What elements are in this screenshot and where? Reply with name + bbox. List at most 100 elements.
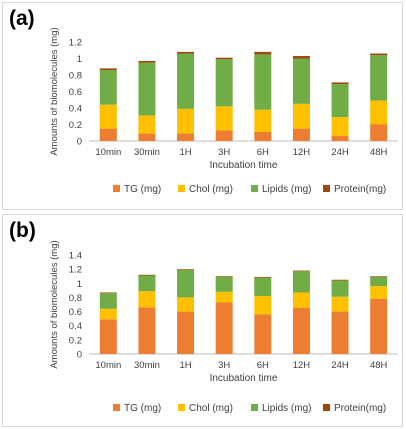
- bar-segment: [292, 128, 310, 141]
- x-tick-label: 48H: [370, 147, 388, 158]
- y-axis-title: Amounts of biomolecules (mg): [49, 240, 60, 368]
- bar-segment: [177, 311, 195, 354]
- bar-segment: [99, 319, 117, 354]
- bar-segment: [292, 292, 310, 309]
- bar-segment: [331, 311, 349, 354]
- bar-segment: [177, 53, 195, 109]
- bar-segment: [177, 108, 195, 134]
- bar-segment: [370, 298, 388, 354]
- bar-segment: [138, 274, 156, 276]
- x-tick-label: 6H: [257, 147, 269, 158]
- bar-segment: [99, 104, 117, 129]
- legend-swatch: [178, 404, 185, 411]
- bar-segment: [215, 106, 233, 131]
- bar-segment: [370, 124, 388, 141]
- bar-segment: [177, 51, 195, 54]
- bar-segment: [215, 276, 233, 277]
- bar-segment: [331, 280, 349, 297]
- legend-swatch: [113, 185, 120, 192]
- y-tick-label: 0.2: [69, 335, 82, 346]
- bar-segment: [331, 84, 349, 118]
- bar-segment: [215, 59, 233, 107]
- legend-label: Chol (mg): [189, 403, 233, 414]
- stacked-bar-chart-a: 0 0.2 0.4 0.6 0.8 1 1.2 10min 30min 1H 3H 6H 12H 24H 4…: [49, 27, 398, 195]
- bar-segment: [331, 296, 349, 312]
- chart-panel-b: (b) 0 0.2 0.4 0.6 0.8 1 1.2 1.4 10min 30min 1H 3H 6H…: [2, 214, 403, 427]
- bar-segment: [215, 302, 233, 354]
- y-tick-label: 0.4: [69, 321, 82, 332]
- panel-label-b: (b): [9, 219, 36, 242]
- y-tick-label: 0.6: [69, 307, 82, 318]
- bar-segment: [331, 82, 349, 85]
- x-axis-title: Incubation time: [210, 160, 278, 171]
- legend-swatch: [178, 185, 185, 192]
- bar-segment: [254, 296, 272, 315]
- x-axis-title: Incubation time: [210, 373, 278, 384]
- bar-segment: [177, 269, 195, 298]
- legend-label: Protein(mg): [334, 184, 386, 195]
- bar-segment: [370, 53, 388, 56]
- bar-segment: [138, 60, 156, 63]
- x-tick-label: 10min: [95, 360, 121, 371]
- bar-segment: [331, 117, 349, 137]
- bar-segment: [292, 308, 310, 354]
- bar-segment: [292, 103, 310, 129]
- legend-label: TG (mg): [124, 403, 161, 414]
- y-tick-label: 0: [77, 137, 82, 148]
- x-tick-label: 1H: [179, 360, 191, 371]
- y-tick-label: 0.8: [69, 71, 82, 82]
- bar-segment: [254, 109, 272, 132]
- x-tick-label: 24H: [331, 360, 349, 371]
- bar-segment: [138, 307, 156, 354]
- x-tick-label: 6H: [257, 360, 269, 371]
- x-tick-label: 30min: [134, 360, 160, 371]
- panel-label-a: (a): [9, 7, 35, 30]
- bar-segment: [138, 62, 156, 116]
- x-tick-label: 12H: [293, 147, 311, 158]
- bar-segment: [254, 54, 272, 110]
- chart-panel-a: (a) 0 0.2 0.4 0.6 0.8 1 1.2 10min 30min 1H 3H 6H 12H…: [2, 2, 403, 210]
- bar-segment: [99, 293, 117, 309]
- bar-segment: [254, 277, 272, 297]
- bar-segment: [177, 297, 195, 312]
- bar-segment: [138, 115, 156, 134]
- y-tick-label: 0.4: [69, 104, 82, 115]
- bar-segment: [99, 68, 117, 71]
- x-tick-label: 1H: [179, 147, 191, 158]
- bar-segment: [292, 56, 310, 59]
- x-tick-label: 3H: [218, 147, 230, 158]
- bar-segment: [370, 276, 388, 287]
- legend-swatch: [113, 404, 120, 411]
- bar-segment: [370, 55, 388, 101]
- bar-segment: [215, 57, 233, 60]
- bar-segment: [292, 58, 310, 104]
- legend-label: Lipids (mg): [262, 184, 311, 195]
- legend-swatch: [323, 185, 330, 192]
- bar-segment: [331, 279, 349, 281]
- bar-segment: [254, 314, 272, 354]
- bar-segment: [254, 276, 272, 278]
- bar-segment: [99, 292, 117, 294]
- bar-segment: [138, 133, 156, 141]
- y-tick-label: 0: [77, 350, 82, 361]
- bar-segment: [138, 291, 156, 308]
- bar-segment: [254, 51, 272, 55]
- y-tick-label: 1.4: [69, 251, 82, 262]
- bar-segment: [292, 271, 310, 293]
- bar-segment: [177, 269, 195, 270]
- bar-segment: [99, 70, 117, 105]
- bar-segment: [215, 276, 233, 292]
- legend-label: TG (mg): [124, 184, 161, 195]
- legend-label: Chol (mg): [189, 184, 233, 195]
- legend-swatch: [251, 185, 258, 192]
- x-tick-label: 24H: [331, 147, 349, 158]
- bar-segment: [370, 286, 388, 299]
- legend-label: Protein(mg): [334, 403, 386, 414]
- bar-segment: [370, 276, 388, 277]
- legend-swatch: [251, 404, 258, 411]
- bar-segment: [370, 100, 388, 125]
- bar-segment: [99, 308, 117, 320]
- y-tick-label: 0.8: [69, 293, 82, 304]
- bar-segment: [177, 133, 195, 141]
- y-tick-label: 1: [77, 54, 82, 65]
